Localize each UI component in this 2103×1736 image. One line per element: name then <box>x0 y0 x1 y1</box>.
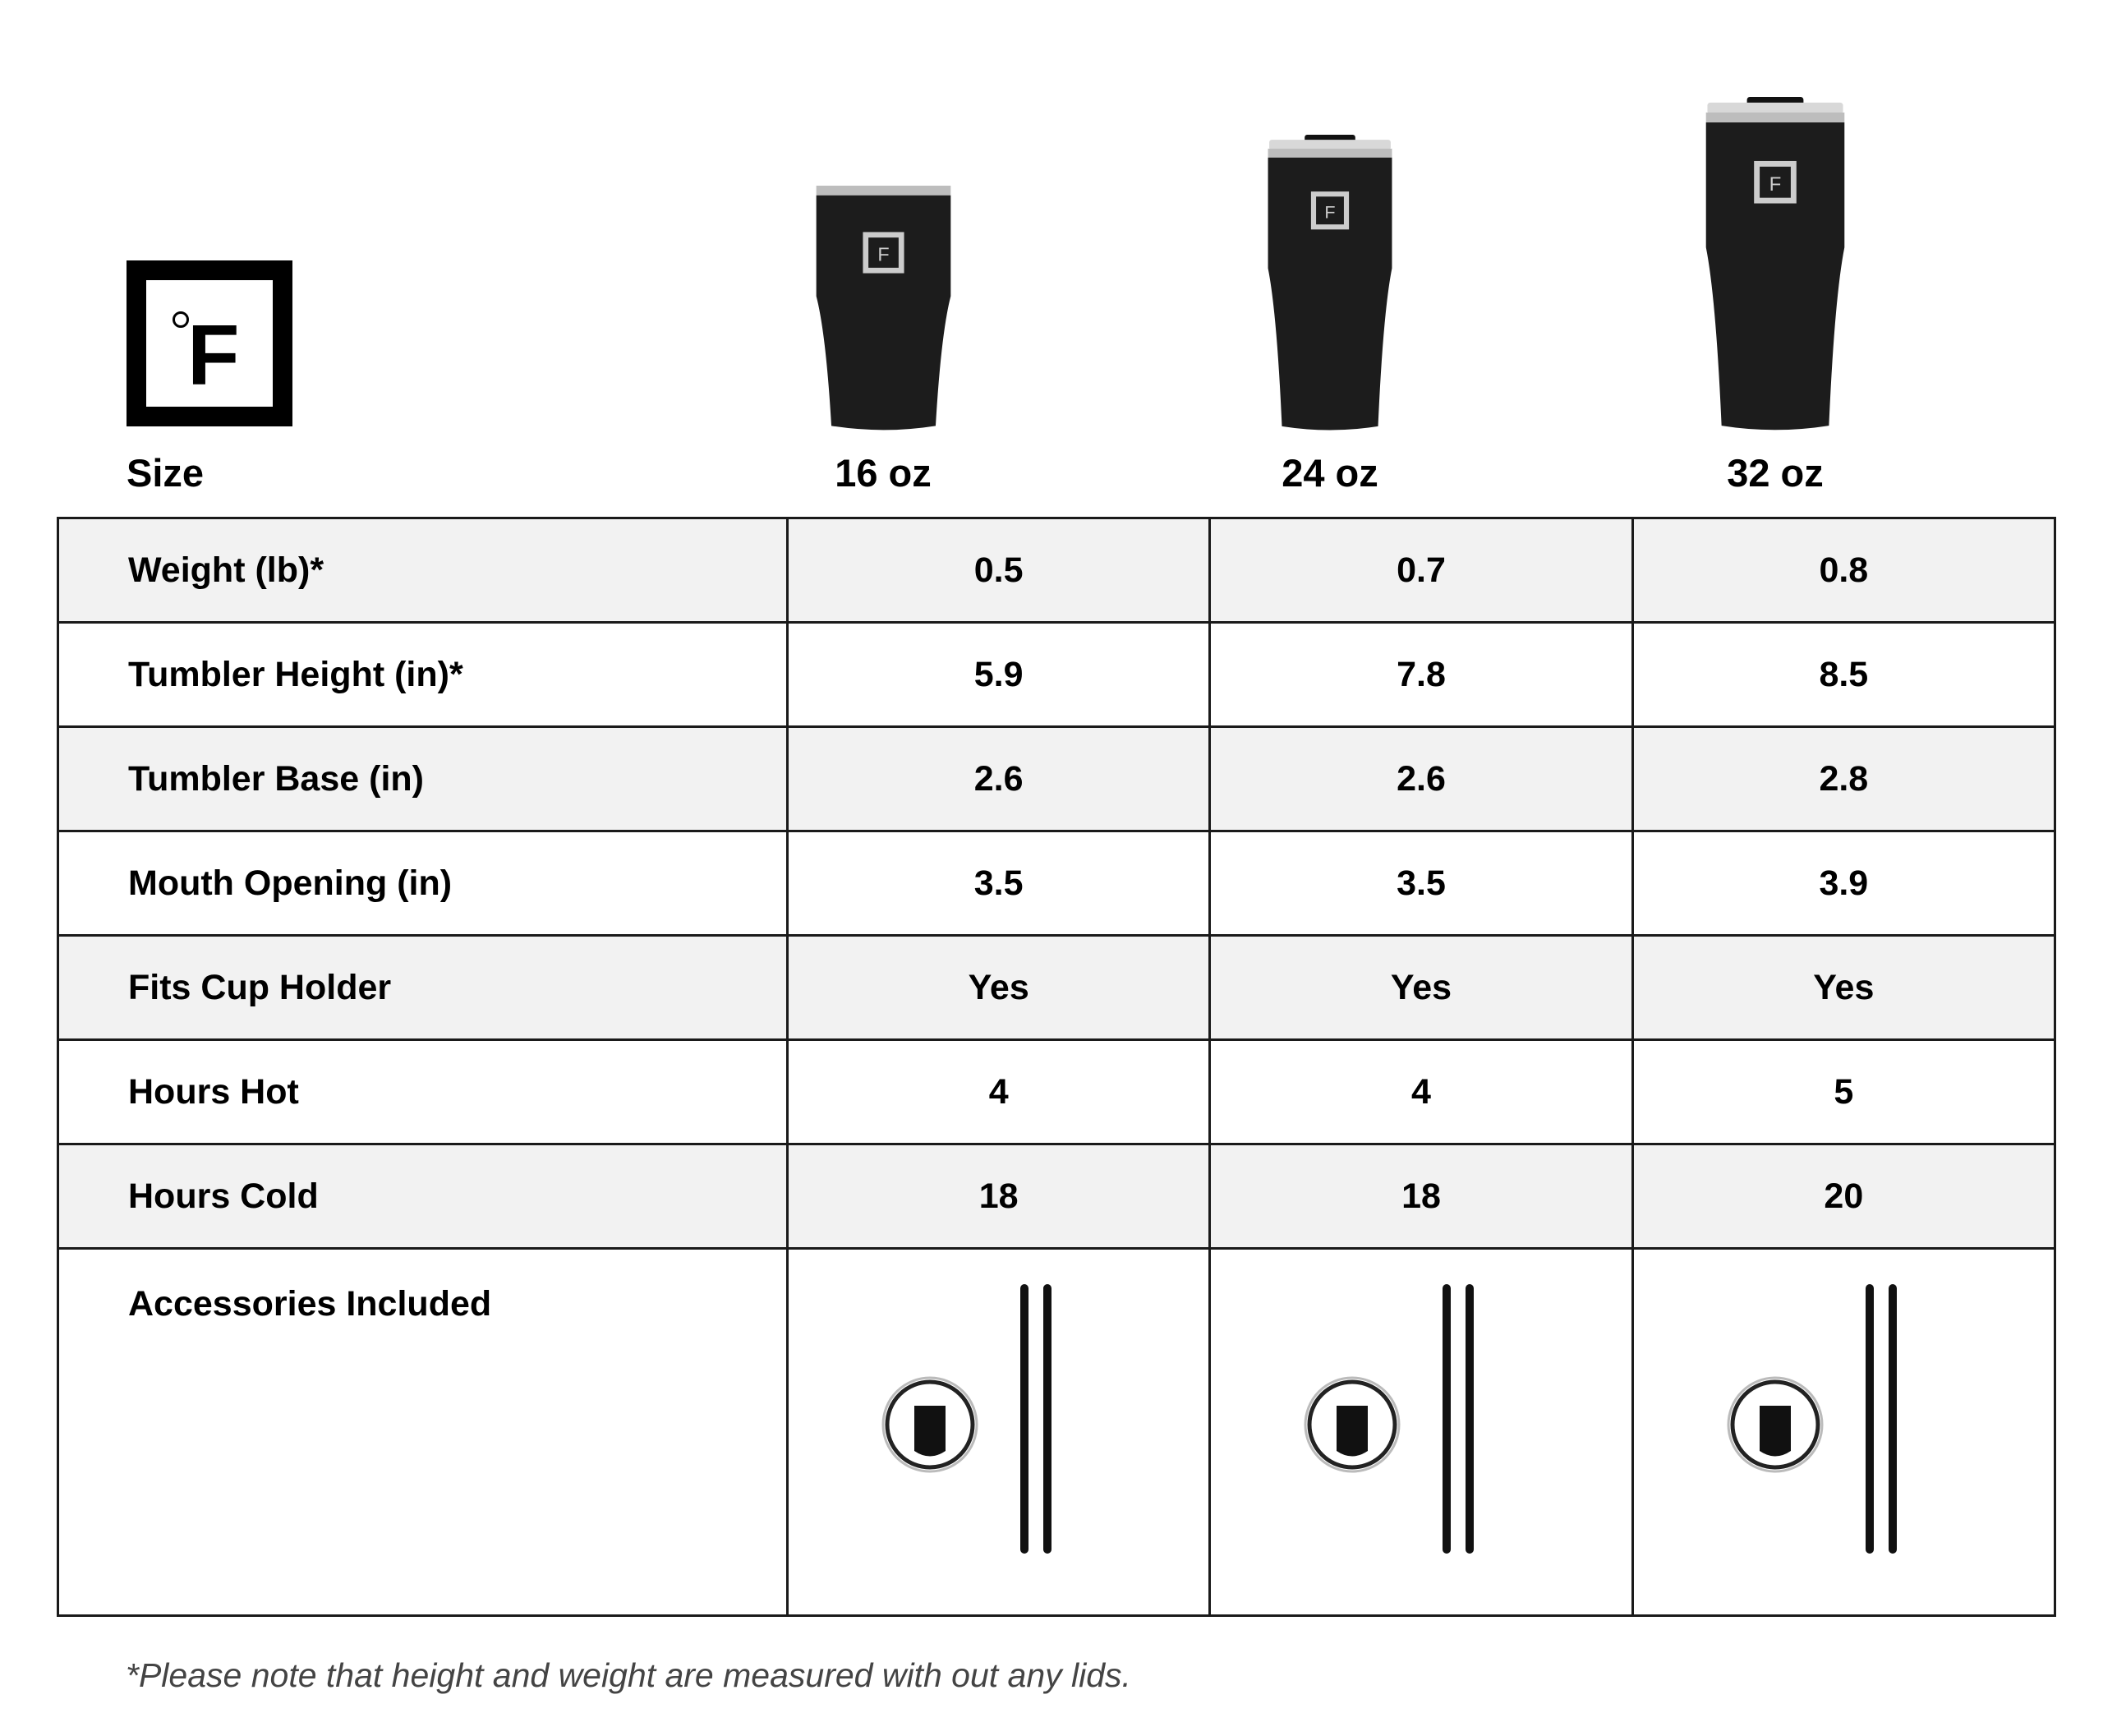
row-value: 2.6 <box>785 725 1212 832</box>
row-label: Fits Cup Holder <box>57 934 789 1041</box>
degree-icon <box>173 311 189 328</box>
straw-icon <box>1020 1284 1028 1554</box>
table-row: Tumbler Base (in) 2.6 2.6 2.8 <box>57 725 2057 832</box>
accessories-cell <box>785 1247 1212 1617</box>
row-value: 5.9 <box>785 621 1212 728</box>
row-value: 18 <box>785 1143 1212 1250</box>
size-column-header: 24 oz <box>1282 451 1378 495</box>
svg-text:F: F <box>1769 173 1782 196</box>
row-label: Tumbler Height (in)* <box>57 621 789 728</box>
straw-icon <box>1865 1284 1874 1554</box>
row-label: Hours Hot <box>57 1038 789 1145</box>
table-row: Mouth Opening (in) 3.5 3.5 3.9 <box>57 830 2057 937</box>
row-value: 0.7 <box>1208 517 1634 624</box>
row-label: Tumbler Base (in) <box>57 725 789 832</box>
straw-icon <box>1043 1284 1052 1554</box>
row-value: 3.5 <box>785 830 1212 937</box>
row-label: Accessories Included <box>57 1247 789 1617</box>
row-value: 4 <box>785 1038 1212 1145</box>
table-row: Hours Hot 4 4 5 <box>57 1038 2057 1145</box>
svg-text:F: F <box>877 244 889 265</box>
table-row: Tumbler Height (in)* 5.9 7.8 8.5 <box>57 621 2057 728</box>
footnote: *Please note that height and weight are … <box>126 1656 1131 1694</box>
row-value: 2.8 <box>1631 725 2057 832</box>
brand-logo: F <box>127 260 292 426</box>
row-label: Hours Cold <box>57 1143 789 1250</box>
row-value: 0.5 <box>785 517 1212 624</box>
row-value: 3.9 <box>1631 830 2057 937</box>
size-header: Size <box>127 451 205 495</box>
row-value: 0.8 <box>1631 517 2057 624</box>
row-label: Weight (lb)* <box>57 517 789 624</box>
accessories-cell <box>1631 1247 2057 1617</box>
row-value: Yes <box>1631 934 2057 1041</box>
lid-icon <box>881 1376 978 1473</box>
row-value: 5 <box>1631 1038 2057 1145</box>
size-column-header: 32 oz <box>1727 451 1824 495</box>
svg-text:F: F <box>1324 201 1335 222</box>
row-value: 4 <box>1208 1038 1634 1145</box>
row-label: Mouth Opening (in) <box>57 830 789 937</box>
table-row: Weight (lb)* 0.5 0.7 0.8 <box>57 517 2057 624</box>
tumbler-image: F <box>1268 135 1392 431</box>
row-value: 20 <box>1631 1143 2057 1250</box>
table-row: Fits Cup Holder Yes Yes Yes <box>57 934 2057 1041</box>
straw-icon <box>1443 1284 1452 1554</box>
row-value: 8.5 <box>1631 621 2057 728</box>
straw-icon <box>1466 1284 1475 1554</box>
lid-icon <box>1727 1376 1824 1473</box>
size-column-header: 16 oz <box>835 451 932 495</box>
row-value: 3.5 <box>1208 830 1634 937</box>
table-row: Hours Cold 18 18 20 <box>57 1143 2057 1250</box>
tumbler-image: F <box>1705 97 1845 431</box>
spec-table: Weight (lb)* 0.5 0.7 0.8 Tumbler Height (in)… <box>57 517 2057 1617</box>
row-value: 2.6 <box>1208 725 1634 832</box>
accessories-row: Accessories Included <box>57 1247 2057 1617</box>
lid-icon <box>1304 1376 1401 1473</box>
straw-icon <box>1888 1284 1897 1554</box>
tumbler-image: F <box>816 186 950 431</box>
row-value: Yes <box>1208 934 1634 1041</box>
row-value: 18 <box>1208 1143 1634 1250</box>
row-value: Yes <box>785 934 1212 1041</box>
logo-letter: F <box>187 308 240 403</box>
row-value: 7.8 <box>1208 621 1634 728</box>
accessories-cell <box>1208 1247 1634 1617</box>
